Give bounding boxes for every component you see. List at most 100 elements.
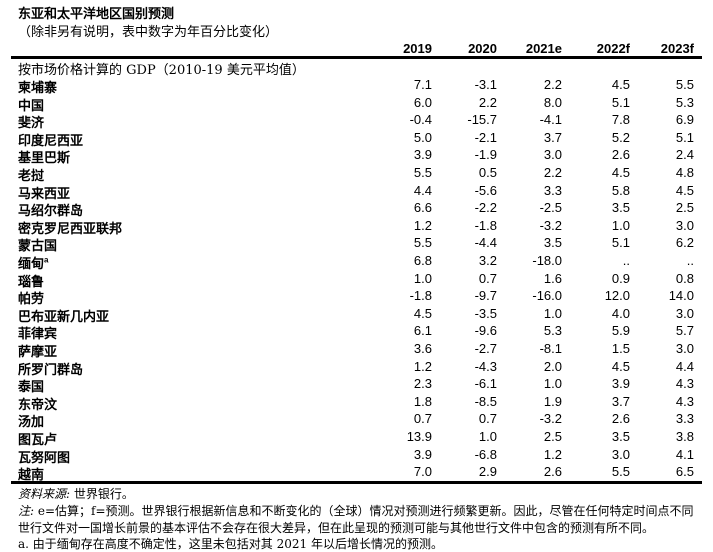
cell-value: -16.0 [532, 288, 562, 304]
cell-value: -8.5 [474, 393, 497, 409]
cell-value: 3.0 [543, 147, 562, 163]
cell-value: .. [686, 253, 694, 268]
source-text: 世界银行。 [70, 487, 134, 501]
cell-value: 1.0 [478, 429, 497, 444]
table-row: 密克罗尼西亚联邦 1.2 -1.8 -3.2 1.0 3.0 [0, 218, 713, 236]
cell-value: -0.4 [409, 112, 432, 128]
cell-value: -4.1 [539, 112, 562, 128]
country-name: 瑙鲁 [18, 271, 44, 290]
cell-value: 12.0 [604, 288, 630, 304]
cell-value: 5.7 [675, 323, 694, 339]
cell-value: 3.5 [611, 200, 630, 216]
cell-value: 4.5 [611, 165, 630, 180]
cell-value: 1.8 [413, 393, 432, 409]
country-name: 老挝 [18, 165, 44, 184]
cell-value: -5.6 [474, 182, 497, 198]
cell-value: 5.1 [611, 235, 630, 251]
section-label: 按市场价格计算的 GDP（2010-19 美元平均值） [18, 63, 305, 78]
country-name: 菲律宾 [18, 323, 57, 342]
table-row: 中国 6.0 2.2 8.0 5.1 5.3 [0, 95, 713, 113]
cell-value: -6.1 [474, 376, 497, 392]
table-row: 图瓦卢 13.9 1.0 2.5 3.5 3.8 [0, 429, 713, 447]
cell-value: -1.8 [409, 288, 432, 304]
source-note: 资料来源: 世界银行。 [18, 485, 134, 502]
cell-value: 1.6 [543, 270, 562, 286]
country-label: 中国 [18, 97, 45, 113]
cell-value: 1.0 [543, 376, 562, 392]
cell-value: 0.7 [413, 411, 432, 427]
cell-value: 4.5 [611, 358, 630, 374]
country-label: 斐济 [18, 115, 45, 131]
cell-value: 6.6 [413, 200, 432, 216]
country-name: 蒙古国 [18, 235, 57, 254]
cell-value: 0.9 [611, 270, 630, 286]
cell-value: .. [622, 253, 630, 268]
cell-value: 3.0 [675, 305, 694, 321]
cell-value: 4.5 [611, 77, 630, 92]
cell-value: 3.7 [543, 129, 562, 145]
country-name: 图瓦卢 [18, 429, 57, 448]
cell-value: 3.7 [611, 393, 630, 409]
footnote-a: a. 由于缅甸存在高度不确定性，这里未包括对其 2021 年以后增长情况的预测。 [18, 537, 443, 551]
country-name: 斐济 [18, 112, 44, 131]
cell-value: 2.4 [675, 147, 694, 163]
cell-value: 5.1 [611, 94, 630, 110]
country-name: 帕劳 [18, 288, 44, 307]
cell-value: 3.3 [543, 182, 562, 198]
cell-value: 2.5 [543, 429, 562, 444]
cell-value: 3.8 [675, 429, 694, 444]
country-label: 缅甸 [18, 256, 45, 271]
cell-value: 2.2 [478, 94, 497, 110]
cell-value: 4.5 [675, 182, 694, 198]
table-row: 蒙古国 5.5 -4.4 3.5 5.1 6.2 [0, 235, 713, 253]
cell-value: 3.0 [675, 341, 694, 356]
cell-value: 5.5 [413, 235, 432, 251]
note-text: e=估算；f=预测。世界银行根据新信息和不断变化的（全球）情况对预测进行频繁更新… [34, 504, 694, 518]
country-label: 印度尼西亚 [18, 132, 84, 148]
cell-value: -9.7 [474, 288, 497, 304]
cell-value: 2.9 [478, 464, 497, 480]
cell-value: 0.7 [478, 411, 497, 427]
cell-value: 5.5 [611, 464, 630, 480]
country-label: 汤加 [18, 414, 45, 430]
cell-value: 5.3 [675, 94, 694, 110]
cell-value: 0.5 [478, 165, 497, 180]
header-divider [11, 56, 702, 59]
cell-value: -2.5 [539, 200, 562, 216]
footnote-marker: a [44, 255, 49, 265]
cell-value: -3.1 [474, 77, 497, 92]
column-header: 2022f [596, 41, 630, 56]
country-name: 柬埔寨 [18, 77, 57, 96]
cell-value: 13.9 [406, 429, 432, 444]
cell-value: 4.8 [675, 165, 694, 180]
country-label: 所罗门群岛 [18, 361, 84, 377]
cell-value: 6.9 [675, 112, 694, 128]
country-name: 汤加 [18, 411, 44, 430]
note-label: 注: [18, 504, 35, 518]
table-row: 缅甸a 6.8 3.2 -18.0.... [0, 253, 713, 271]
country-name: 东帝汶 [18, 394, 57, 413]
cell-value: 6.1 [413, 323, 432, 339]
country-name: 印度尼西亚 [18, 130, 83, 149]
table-row: 柬埔寨 7.1 -3.1 2.2 4.5 5.5 [0, 77, 713, 95]
cell-value: -3.2 [539, 217, 562, 233]
column-header: 2020 [468, 41, 497, 56]
cell-value: 2.2 [543, 165, 562, 180]
table-row: 所罗门群岛 1.2 -4.3 2.0 4.5 4.4 [0, 359, 713, 377]
cell-value: 4.4 [413, 182, 432, 198]
cell-value: 3.9 [413, 147, 432, 163]
cell-value: 2.5 [675, 200, 694, 216]
cell-value: -6.8 [474, 446, 497, 462]
country-label: 东帝汶 [18, 396, 58, 412]
country-name: 基里巴斯 [18, 147, 70, 166]
cell-value: 5.8 [611, 182, 630, 198]
cell-value: 1.0 [611, 217, 630, 233]
footer-divider [11, 481, 702, 484]
cell-value: 3.6 [413, 341, 432, 356]
country-label: 马来西亚 [18, 185, 71, 201]
table-subtitle: （除非另有说明，表中数字为年百分比变化） [18, 25, 279, 40]
country-name: 瓦努阿图 [18, 447, 70, 466]
cell-value: 3.5 [611, 429, 630, 444]
table-title: 东亚和太平洋地区国别预测 [18, 6, 175, 21]
cell-value: 5.5 [675, 77, 694, 92]
